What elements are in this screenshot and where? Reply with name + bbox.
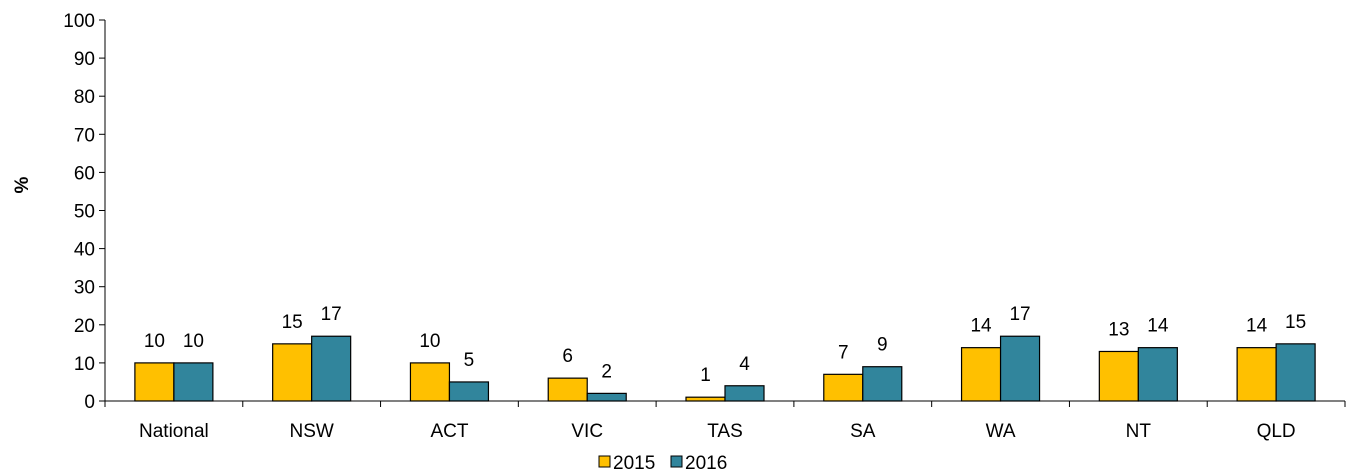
- y-tick-label: 40: [74, 240, 95, 261]
- data-label: 7: [838, 342, 849, 363]
- data-label: 13: [1108, 319, 1129, 340]
- bar: [724, 385, 765, 402]
- y-tick-label: 70: [74, 125, 95, 146]
- legend-swatch: [670, 455, 683, 468]
- bar: [173, 362, 214, 402]
- legend-label: 2015: [613, 453, 655, 474]
- y-tick-label: 30: [74, 278, 95, 299]
- x-tick-label: ACT: [430, 421, 468, 442]
- y-tick-label: 20: [74, 316, 95, 337]
- legend: 2015 2016: [598, 453, 727, 474]
- data-label: 14: [1246, 316, 1268, 337]
- data-label: 17: [321, 304, 342, 325]
- bar: [272, 343, 313, 402]
- x-tick-label: QLD: [1257, 421, 1296, 442]
- bar: [1137, 347, 1178, 402]
- bar: [960, 347, 1002, 402]
- data-label: 5: [464, 350, 475, 371]
- y-tick-label: 80: [74, 87, 95, 108]
- bar: [586, 392, 627, 402]
- x-tick-label: TAS: [707, 421, 743, 442]
- y-tick-label: 100: [63, 11, 95, 32]
- bar: [1098, 350, 1139, 402]
- data-label: 17: [1009, 304, 1030, 325]
- data-label: 10: [419, 331, 440, 352]
- x-tick-label: NT: [1126, 421, 1152, 442]
- legend-swatch: [598, 455, 611, 468]
- bar: [823, 373, 864, 402]
- bar: [1275, 343, 1316, 402]
- data-label: 10: [183, 331, 204, 352]
- x-tick-label: WA: [986, 421, 1016, 442]
- bar: [311, 335, 352, 402]
- data-label: 10: [144, 331, 165, 352]
- data-label: 14: [1147, 316, 1169, 337]
- y-tick-label: 90: [74, 49, 95, 70]
- y-axis: 0 10 20 30 40 50 60 70 80 90 100: [63, 11, 106, 413]
- data-label: 2: [601, 361, 612, 382]
- y-tick-label: 10: [74, 354, 95, 375]
- x-tick-label: SA: [850, 421, 876, 442]
- bar: [547, 377, 588, 402]
- data-label: 14: [970, 316, 992, 337]
- bar: [409, 362, 451, 402]
- bar: [134, 362, 175, 402]
- x-tick-label: National: [139, 421, 209, 442]
- data-label: 9: [877, 335, 888, 356]
- data-label: 6: [562, 346, 573, 367]
- bar: [999, 335, 1041, 402]
- y-axis-label: %: [12, 176, 33, 193]
- data-label: 1: [700, 365, 711, 386]
- bars: [134, 335, 1316, 402]
- bar: [862, 366, 903, 402]
- y-tick-label: 50: [74, 202, 95, 223]
- x-axis: National NSW ACT VIC TAS SA WA NT QLD: [104, 400, 1346, 442]
- data-label: 15: [1285, 312, 1306, 333]
- y-tick-label: 60: [74, 163, 95, 184]
- data-label: 15: [282, 312, 303, 333]
- bar: [685, 396, 726, 402]
- bar: [448, 381, 490, 402]
- x-tick-label: VIC: [571, 421, 603, 442]
- y-tick-label: 0: [84, 392, 95, 413]
- legend-label: 2016: [685, 453, 727, 474]
- data-label: 4: [739, 354, 750, 375]
- x-tick-label: NSW: [290, 421, 334, 442]
- bar: [1236, 347, 1277, 402]
